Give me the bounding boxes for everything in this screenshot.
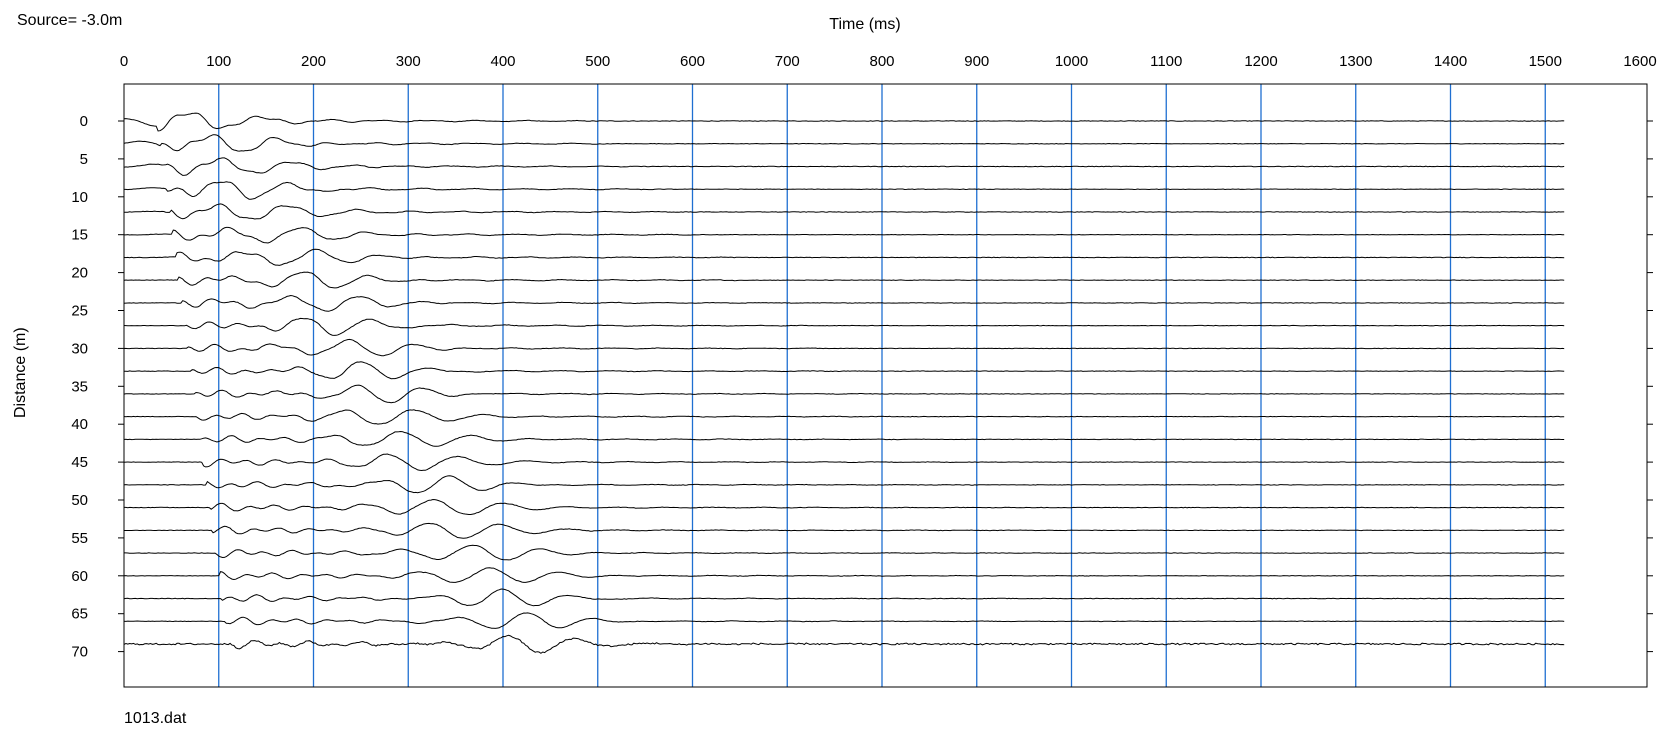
y-tick-label-55: 55: [71, 530, 88, 547]
trace-33m: [123, 361, 1565, 380]
trace-layer: [123, 112, 1565, 654]
x-tick-label-1300: 1300: [1339, 53, 1372, 70]
y-tick-label-25: 25: [71, 303, 88, 320]
trace-42m: [123, 430, 1565, 447]
y-tick-label-50: 50: [71, 492, 88, 509]
trace-24m: [123, 294, 1565, 312]
trace-6m: [123, 157, 1565, 176]
y-tick-label-15: 15: [71, 227, 88, 244]
x-tick-label-100: 100: [206, 53, 231, 70]
y-tick-label-5: 5: [80, 151, 88, 168]
trace-9m: [124, 181, 1565, 200]
trace-21m: [123, 271, 1565, 289]
trace-57m: [124, 544, 1565, 561]
y-tick-label-30: 30: [71, 340, 88, 357]
trace-69m: [123, 634, 1565, 654]
y-tick-label-40: 40: [71, 416, 88, 433]
x-tick-label-1600: 1600: [1623, 53, 1656, 70]
trace-45m: [123, 453, 1565, 472]
trace-27m: [123, 317, 1565, 336]
trace-63m: [123, 588, 1565, 607]
y-tick-label-65: 65: [71, 606, 88, 623]
y-tick-label-20: 20: [71, 265, 88, 282]
x-tick-label-1200: 1200: [1244, 53, 1277, 70]
x-axis-title: Time (ms): [829, 16, 901, 33]
trace-15m: [124, 226, 1565, 244]
grid-layer: [218, 84, 1546, 687]
trace-12m: [123, 203, 1565, 220]
trace-39m: [123, 409, 1565, 425]
plot-frame: [123, 83, 1648, 688]
x-tick-label-1500: 1500: [1529, 53, 1562, 70]
trace-3m: [123, 134, 1565, 152]
trace-54m: [124, 522, 1565, 539]
trace-36m: [123, 384, 1565, 404]
trace-66m: [123, 612, 1565, 629]
x-tick-label-700: 700: [775, 53, 800, 70]
source-label: Source= -3.0m: [17, 12, 123, 29]
file-label: 1013.dat: [124, 710, 187, 727]
trace-0m: [123, 112, 1565, 132]
y-tick-label-0: 0: [80, 113, 88, 130]
x-tick-label-400: 400: [490, 53, 515, 70]
x-tick-label-800: 800: [869, 53, 894, 70]
x-tick-label-500: 500: [585, 53, 610, 70]
x-tick-label-1000: 1000: [1055, 53, 1088, 70]
trace-30m: [123, 338, 1565, 357]
trace-51m: [124, 498, 1565, 515]
trace-48m: [123, 475, 1565, 494]
x-tick-label-0: 0: [120, 53, 128, 70]
y-tick-label-35: 35: [71, 378, 88, 395]
y-tick-label-60: 60: [71, 568, 88, 585]
trace-18m: [123, 248, 1565, 266]
y-tick-label-70: 70: [71, 644, 88, 661]
y-tick-label-45: 45: [71, 454, 88, 471]
x-tick-label-300: 300: [396, 53, 421, 70]
frame-layer: [123, 83, 1648, 688]
trace-60m: [123, 567, 1565, 583]
x-tick-label-200: 200: [301, 53, 326, 70]
x-tick-label-900: 900: [964, 53, 989, 70]
tick-layer: 0 100 200 300 400 500 600 700 800 900 1000 1100 1200…: [71, 53, 1656, 661]
x-tick-label-1100: 1100: [1150, 53, 1182, 70]
x-tick-label-600: 600: [680, 53, 705, 70]
x-tick-label-1400: 1400: [1434, 53, 1467, 70]
y-tick-label-10: 10: [71, 189, 88, 206]
